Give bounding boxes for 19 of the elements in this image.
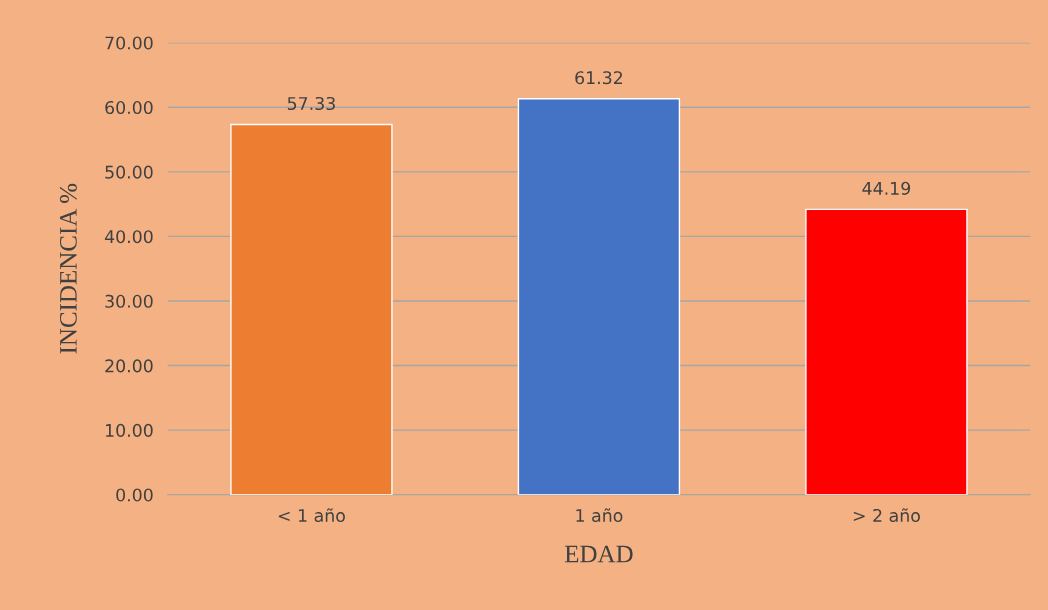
y-tick-label: 60.00 — [105, 100, 153, 115]
x-tick-label: > 2 año — [853, 508, 920, 523]
data-label: 61.32 — [575, 71, 623, 85]
y-axis-title: INCIDENCIA % — [59, 183, 77, 354]
y-tick-label: 0.00 — [116, 488, 153, 502]
x-tick-label: 1 año — [576, 508, 623, 523]
data-label: 57.33 — [287, 96, 335, 111]
y-tick-label: 30.00 — [105, 294, 153, 308]
bar — [517, 98, 681, 495]
data-label: 44.19 — [862, 181, 911, 195]
x-axis-title: EDAD — [564, 545, 633, 563]
y-tick-label: 10.00 — [106, 423, 153, 437]
x-tick-label: < 1 año — [278, 508, 345, 523]
y-tick-label: 20.00 — [105, 359, 153, 373]
bar — [805, 208, 968, 495]
y-tick-label: 70.00 — [105, 36, 153, 50]
y-tick-label: 40.00 — [104, 230, 153, 244]
bar — [230, 123, 393, 495]
y-tick-label: 50.00 — [105, 165, 153, 179]
